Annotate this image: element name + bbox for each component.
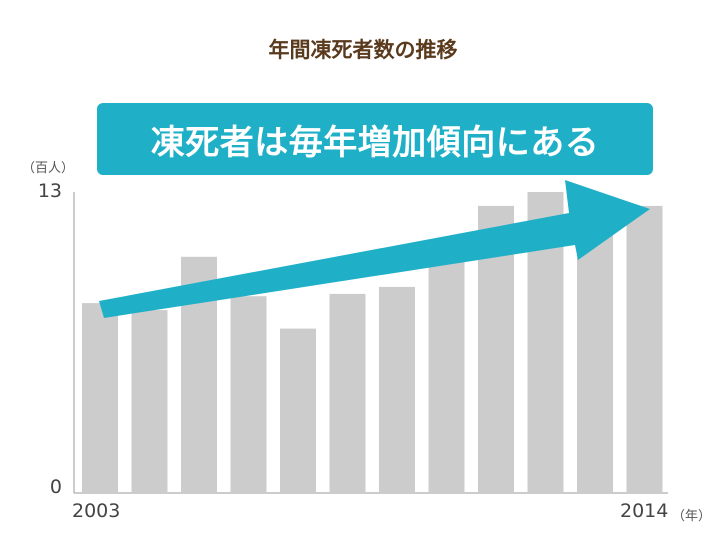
chart-title: 年間凍死者数の推移 bbox=[268, 38, 458, 62]
y-axis-unit: （百人） bbox=[22, 161, 75, 176]
y-tick-max: 13 bbox=[37, 180, 62, 202]
bar-2010 bbox=[428, 245, 465, 493]
trend-arrow bbox=[99, 180, 650, 318]
bar-2003 bbox=[82, 303, 118, 493]
x-tick-last: 2014 bbox=[620, 500, 669, 522]
y-tick-min: 0 bbox=[49, 476, 62, 498]
bar-2008 bbox=[329, 293, 366, 493]
annotation-banner: 凍死者は毎年増加傾向にある bbox=[97, 103, 653, 175]
bar-2006 bbox=[230, 296, 267, 493]
x-tick-first: 2003 bbox=[72, 500, 121, 522]
x-axis-unit: （年） bbox=[672, 509, 712, 524]
bar-2014 bbox=[626, 205, 663, 493]
bar-2007 bbox=[280, 328, 316, 493]
bar-2009 bbox=[379, 286, 415, 493]
bar-2004 bbox=[131, 310, 168, 493]
